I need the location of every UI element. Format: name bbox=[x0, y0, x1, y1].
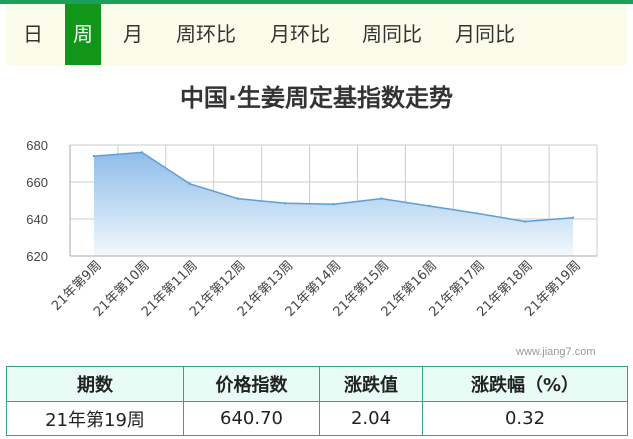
watermark: www.jiang7.com bbox=[516, 346, 596, 358]
chart-title: 中国·生姜周定基指数走势 bbox=[179, 84, 454, 112]
data-point bbox=[188, 182, 191, 185]
cell-change-value: 2.04 bbox=[319, 401, 423, 436]
y-tick-label: 640 bbox=[26, 212, 48, 227]
y-tick-label: 680 bbox=[26, 138, 48, 153]
data-point bbox=[332, 203, 335, 206]
cell-price-index: 640.70 bbox=[183, 401, 320, 436]
tab-month[interactable]: 月 bbox=[123, 22, 143, 46]
data-point bbox=[140, 151, 144, 154]
y-tick-label: 660 bbox=[26, 175, 48, 190]
index-trend-chart: 62064066068021年第9周21年第10周21年第11周21年第12周2… bbox=[26, 138, 598, 320]
tab-week[interactable]: 周 bbox=[65, 4, 101, 65]
header-period: 期数 bbox=[6, 366, 184, 402]
cell-period: 21年第19周 bbox=[6, 401, 184, 436]
header-change-percent: 涨跌幅（%） bbox=[422, 366, 628, 402]
tab-month-on-month[interactable]: 月环比 bbox=[270, 22, 330, 46]
y-tick-label: 620 bbox=[26, 249, 48, 264]
tab-month-year-on-year[interactable]: 月同比 bbox=[455, 22, 515, 46]
header-change-value: 涨跌值 bbox=[319, 366, 423, 402]
data-point bbox=[476, 212, 479, 215]
tab-day[interactable]: 日 bbox=[23, 22, 43, 46]
data-point bbox=[380, 197, 383, 200]
header-price-index: 价格指数 bbox=[183, 366, 320, 402]
table-row: 21年第19周 640.70 2.04 0.32 bbox=[6, 401, 628, 436]
data-point bbox=[236, 197, 239, 200]
cell-change-percent: 0.32 bbox=[422, 401, 628, 436]
index-summary-table: 期数 价格指数 涨跌值 涨跌幅（%） 21年第19周 640.70 2.04 0… bbox=[6, 366, 628, 436]
period-tab-bar: 日 周 月 周环比 月环比 周同比 月同比 bbox=[6, 4, 627, 65]
table-header-row: 期数 价格指数 涨跌值 涨跌幅（%） bbox=[6, 366, 628, 402]
data-point bbox=[284, 202, 287, 205]
top-accent-line bbox=[0, 0, 633, 4]
data-point bbox=[571, 216, 575, 219]
data-point bbox=[92, 154, 96, 158]
tab-week-year-on-year[interactable]: 周同比 bbox=[362, 22, 422, 46]
tab-week-on-week[interactable]: 周环比 bbox=[176, 22, 236, 46]
data-point bbox=[523, 220, 527, 223]
data-point bbox=[428, 204, 431, 208]
